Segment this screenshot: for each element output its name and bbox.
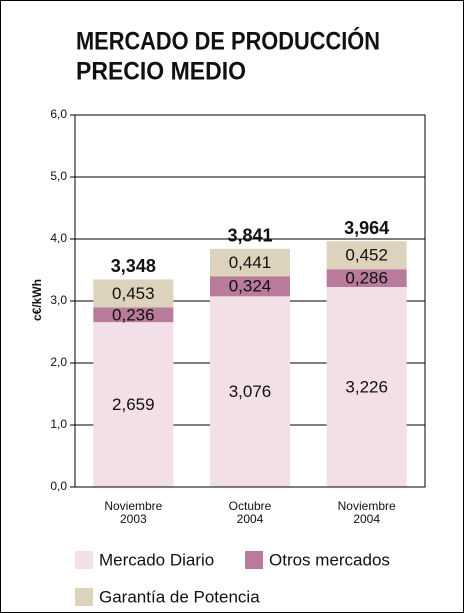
bar-segment [326, 241, 407, 270]
bar-segment [93, 307, 174, 323]
x-tick-label: 2004 [237, 512, 264, 526]
y-tick-label: 6,0 [50, 107, 67, 121]
value-label: 0,452 [345, 246, 388, 265]
legend-label: Otros mercados [269, 550, 390, 569]
bar-segment [326, 269, 407, 287]
value-label: 0,286 [345, 269, 388, 288]
value-label: 0,324 [229, 277, 272, 296]
y-tick-label: 3,0 [50, 293, 67, 307]
chart-title: PRECIO MEDIO [76, 58, 246, 86]
bar-segment [93, 279, 174, 308]
x-tick-label: Noviembre [338, 499, 396, 513]
bar-segment [326, 286, 407, 487]
x-tick-label: 2004 [353, 512, 380, 526]
legend-swatch [75, 588, 93, 606]
value-label: 2,659 [112, 395, 155, 414]
value-label: 0,441 [229, 253, 272, 272]
chart-title: MERCADO DE PRODUCCIÓN [76, 26, 380, 56]
x-tick-label: Octubre [229, 499, 272, 513]
legend-label: Garantía de Potencia [99, 587, 260, 606]
y-tick-label: 0,0 [50, 479, 67, 493]
total-label: 3,348 [111, 256, 156, 276]
legend-label: Mercado Diario [99, 550, 214, 569]
value-label: 3,226 [345, 377, 388, 396]
y-axis-label: c€/kWh [30, 279, 44, 321]
x-tick-label: Noviembre [104, 499, 162, 513]
bar-segment [93, 322, 174, 487]
y-tick-label: 5,0 [50, 169, 67, 183]
bar-segment [210, 248, 290, 277]
x-tick-label: 2003 [120, 512, 147, 526]
y-tick-label: 1,0 [50, 417, 67, 431]
bars [93, 241, 407, 487]
value-label: 3,076 [229, 382, 272, 401]
value-label: 0,453 [112, 284, 155, 303]
bar-segment [210, 296, 290, 487]
y-tick-label: 2,0 [50, 355, 67, 369]
legend-swatch [75, 551, 93, 569]
plot-frame [74, 114, 426, 488]
bar-segment [210, 276, 290, 297]
total-label: 3,964 [344, 218, 389, 238]
value-label: 0,236 [112, 305, 155, 324]
total-label: 3,841 [227, 226, 272, 246]
legend-swatch [245, 551, 263, 569]
y-tick-label: 4,0 [50, 231, 67, 245]
